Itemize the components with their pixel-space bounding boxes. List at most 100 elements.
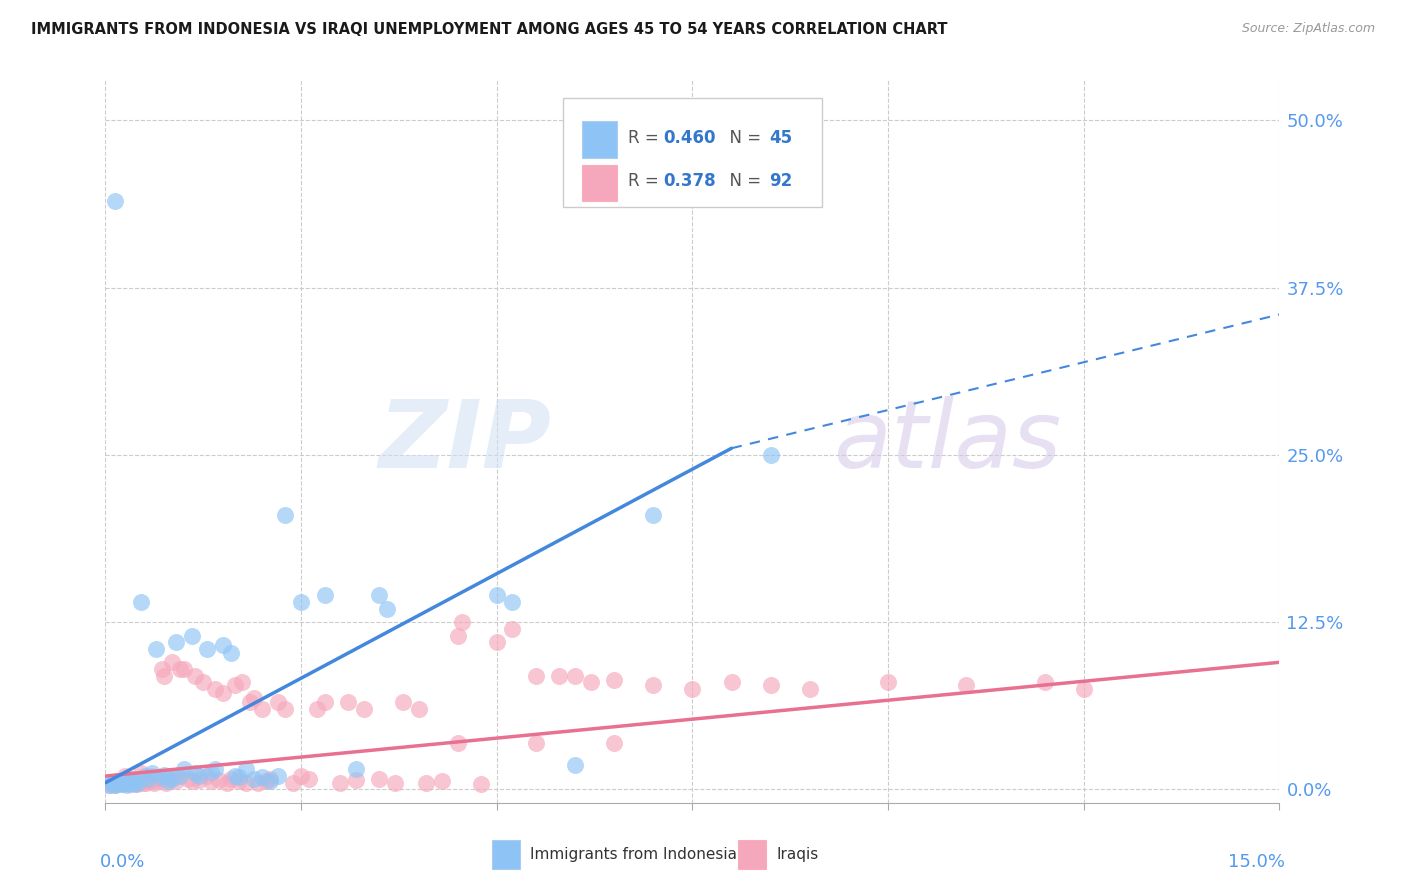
Point [104,194,127,208]
Point [799,681,821,696]
Point [184,669,207,683]
Point [134,772,156,786]
Point [173,662,195,676]
Point [135,776,157,790]
Point [153,767,176,781]
Point [254,774,277,789]
Point [176,772,198,786]
Point [195,769,218,783]
Point [1073,681,1095,696]
Point [219,646,242,660]
Point [169,662,191,676]
Point [110,777,132,791]
Point [110,774,132,789]
Text: 92: 92 [769,172,792,190]
Point [250,702,273,716]
Point [643,678,665,692]
Point [145,772,167,786]
Point [121,772,143,786]
Point [157,772,180,786]
Point [368,589,391,603]
Text: N =: N = [720,172,766,190]
Point [132,776,155,790]
Point [134,769,156,783]
Point [200,765,222,780]
Point [759,448,782,462]
Point [100,776,122,790]
Point [160,772,183,786]
Point [877,675,900,690]
Point [180,628,202,642]
Point [392,696,415,710]
Point [524,735,547,749]
Point [524,669,547,683]
FancyBboxPatch shape [582,165,617,201]
Point [298,772,321,786]
Point [98,778,121,793]
Point [105,777,128,791]
Point [235,762,257,776]
Point [485,589,508,603]
Point [125,776,148,790]
Point [166,769,188,783]
Point [211,638,233,652]
Point [149,771,172,785]
Point [274,702,297,716]
Point [368,772,391,786]
Point [111,772,134,788]
Point [200,774,222,789]
Point [290,595,312,609]
Point [329,776,352,790]
Point [120,776,142,790]
Text: Source: ZipAtlas.com: Source: ZipAtlas.com [1241,22,1375,36]
Text: N =: N = [720,129,766,147]
Point [117,778,139,793]
Point [215,776,238,790]
Point [344,762,367,776]
FancyBboxPatch shape [738,839,766,869]
Point [124,777,146,791]
Point [305,702,328,716]
Point [408,702,430,716]
Point [108,776,131,790]
Point [501,622,523,636]
Point [274,508,297,523]
Text: R =: R = [628,172,664,190]
Point [180,774,202,789]
Point [447,735,470,749]
Point [169,769,191,783]
FancyBboxPatch shape [564,98,821,207]
Point [239,696,262,710]
Point [160,655,183,669]
Point [124,776,146,790]
Point [228,774,250,789]
Point [118,774,141,789]
Point [188,769,211,783]
Point [759,678,782,692]
Text: IMMIGRANTS FROM INDONESIA VS IRAQI UNEMPLOYMENT AMONG AGES 45 TO 54 YEARS CORREL: IMMIGRANTS FROM INDONESIA VS IRAQI UNEMP… [31,22,948,37]
Point [165,635,187,649]
Point [184,766,207,780]
Point [384,776,406,790]
Point [141,766,163,780]
Point [415,776,437,790]
Text: 0.378: 0.378 [664,172,716,190]
Point [208,772,231,788]
Point [337,696,360,710]
Point [103,777,125,791]
Point [127,774,149,789]
Point [193,675,215,690]
Point [314,589,336,603]
Point [114,769,136,783]
Point [165,774,187,789]
Point [153,669,176,683]
Point [470,777,492,791]
Point [375,602,398,616]
Point [157,774,180,789]
Point [720,675,742,690]
Point [129,595,152,609]
Point [243,772,266,786]
Point [98,778,121,793]
Point [108,776,131,790]
Point [173,762,195,776]
